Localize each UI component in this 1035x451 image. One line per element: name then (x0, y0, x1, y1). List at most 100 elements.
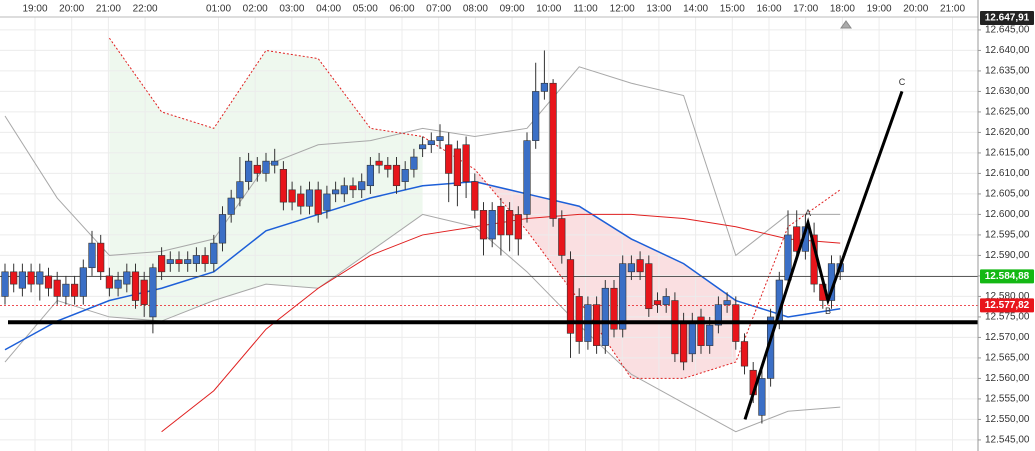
y-tick-label: 12.555,00 (985, 394, 1030, 405)
candle-body (549, 82, 557, 219)
x-tick-label: 08:00 (463, 4, 488, 15)
x-tick-label: 18:00 (830, 4, 855, 15)
candle-body (601, 287, 609, 346)
candle-body (44, 275, 53, 289)
candle-body (305, 189, 314, 207)
y-tick-label: 12.600,00 (985, 209, 1030, 220)
candle-body (645, 263, 653, 310)
y-tick-label: 12.580,00 (985, 291, 1030, 302)
price-marker (980, 10, 1034, 25)
y-tick-label: 12.565,00 (985, 353, 1030, 364)
candle-body (471, 181, 479, 211)
scroll-marker[interactable] (840, 20, 852, 29)
pattern-label: B (825, 306, 831, 316)
pattern-label: A (805, 208, 811, 218)
x-tick-label: 04:00 (316, 4, 341, 15)
candle-body (627, 263, 635, 273)
candle-body (514, 214, 522, 240)
candle-body (210, 242, 218, 264)
candle-body (331, 189, 340, 195)
candle-body (575, 296, 583, 342)
candle-body (184, 259, 192, 264)
candle-body (149, 267, 157, 318)
y-tick-label: 12.550,00 (985, 414, 1030, 425)
x-tick-label: 03:00 (279, 4, 304, 15)
price-marker-label: 12.577,82 (985, 300, 1030, 311)
candle-body (453, 148, 462, 187)
y-tick-label: 12.610,00 (985, 168, 1030, 179)
price-marker-label: 12.584,88 (985, 271, 1030, 282)
y-tick-label: 12.630,00 (985, 86, 1030, 97)
y-tick-label: 12.645,00 (985, 25, 1030, 36)
x-tick-label: 15:00 (720, 4, 745, 15)
x-tick-label: 12:00 (610, 4, 635, 15)
candle-body (10, 271, 18, 285)
candle-body (793, 226, 801, 252)
x-tick-label: 11:00 (573, 4, 598, 15)
candle-body (714, 304, 722, 326)
candle-body (271, 160, 279, 166)
abc-pattern (743, 90, 904, 420)
x-tick-label: 01:00 (206, 4, 231, 15)
candle-body (610, 287, 618, 330)
candle-body (540, 82, 548, 92)
x-tick-label: 20:00 (903, 4, 928, 15)
x-tick-label: 21:00 (96, 4, 121, 15)
candle-body (323, 193, 331, 211)
candle-body (175, 259, 183, 264)
x-tick-label: 05:00 (353, 4, 378, 15)
candle-body (288, 189, 296, 203)
candle-body (314, 189, 322, 215)
candle-body (158, 255, 166, 273)
candle-body (97, 242, 105, 273)
y-tick-label: 12.595,00 (985, 230, 1030, 241)
candle-body (679, 320, 688, 363)
candle-body (384, 164, 392, 170)
candle-body (236, 181, 244, 199)
candle-body (279, 169, 288, 203)
candle-body (71, 283, 79, 297)
candle-body (1, 271, 9, 297)
time-axis (0, 0, 978, 17)
candle-body (706, 324, 714, 346)
candle-body (262, 160, 270, 174)
price-marker (980, 269, 1034, 284)
x-tick-label: 02:00 (243, 4, 268, 15)
x-tick-label: 16:00 (756, 4, 781, 15)
stop-dotted-line (108, 37, 841, 379)
candle-body (392, 164, 401, 187)
x-tick-label: 19:00 (22, 4, 47, 15)
candle-body (227, 197, 235, 215)
candle-body (131, 271, 140, 301)
candle-body (62, 283, 70, 297)
candle-body (358, 181, 366, 191)
price-marker-label: 12.647,91 (985, 13, 1030, 24)
x-tick-label: 19:00 (867, 4, 892, 15)
candle-body (201, 255, 209, 264)
bear-zone (474, 169, 736, 379)
candle-body (401, 169, 409, 182)
candle-body (497, 205, 505, 236)
candle-body (479, 210, 488, 240)
candle-body (36, 271, 44, 285)
candle-body (53, 279, 61, 297)
y-tick-label: 12.615,00 (985, 148, 1030, 159)
candle-body (410, 156, 418, 170)
candle-body (88, 242, 96, 269)
candle-body (349, 185, 357, 191)
x-tick-label: 21:00 (940, 4, 965, 15)
candle-body (79, 267, 87, 297)
candle-body (218, 214, 227, 244)
candle-body (523, 140, 531, 215)
price-marker (980, 298, 1034, 313)
y-tick-label: 12.640,00 (985, 45, 1030, 56)
candle-body (671, 300, 679, 355)
x-tick-label: 13:00 (646, 4, 671, 15)
candle-body (445, 144, 453, 174)
candle-body (532, 91, 540, 141)
candle-body (488, 210, 496, 240)
x-tick-label: 20:00 (59, 4, 84, 15)
candle-body (619, 263, 627, 330)
x-tick-label: 07:00 (426, 4, 451, 15)
